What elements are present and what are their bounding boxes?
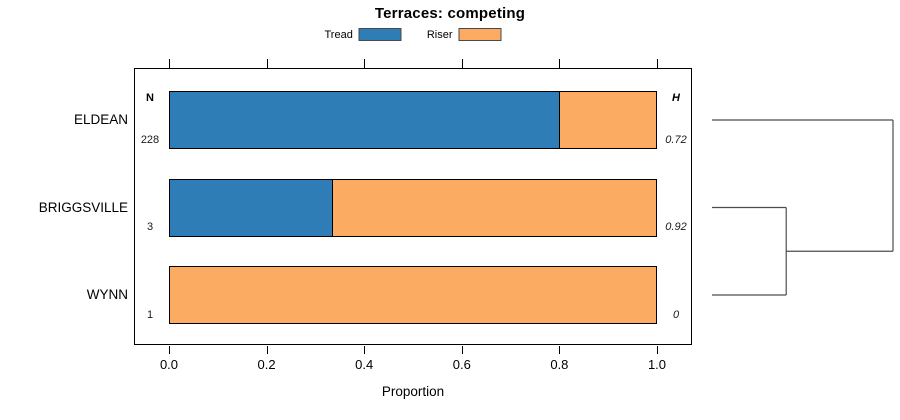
h-column-header: H [672,92,680,104]
n-value-wynn: 1 [146,308,154,321]
x-tick-label: 0.6 [452,357,471,372]
bottom-tick [169,346,170,354]
top-tick [657,59,658,68]
riser-swatch [458,28,502,41]
chart-legend: Tread Riser [325,28,502,41]
legend-label-riser: Riser [426,28,453,41]
plot-area-border [134,68,692,345]
bottom-tick [266,346,268,354]
category-label-eldean: ELDEAN [73,112,128,127]
x-tick-label: 0.0 [159,357,179,372]
top-tick [559,59,561,68]
bottom-tick [461,346,463,354]
bar-segment-tread [170,92,559,148]
bottom-tick [364,346,366,354]
x-axis-label: Proportion [381,384,445,399]
n-column-header: N [146,92,154,104]
legend-item-tread: Tread [325,28,402,41]
x-tick-label: 1.0 [647,357,667,372]
x-tick-label: 0.8 [550,357,569,372]
n-value-eldean: 228 [140,133,160,146]
h-value-wynn: 0 [672,308,680,321]
bar-segment-tread [170,179,332,236]
h-value-eldean: 0.72 [665,133,687,146]
x-tick-label: 0.2 [257,357,276,372]
bar-row-wynn [169,266,657,324]
bottom-tick [559,346,561,354]
category-label-wynn: WYNN [86,287,128,302]
top-tick [169,59,170,68]
bar-segment-riser [558,92,656,148]
legend-label-tread: Tread [324,28,353,41]
top-tick [266,59,268,68]
bar-segment-riser [331,179,656,236]
top-tick [364,59,366,68]
top-tick [461,59,463,68]
legend-item-riser: Riser [427,28,502,41]
chart-title: Terraces: competing [374,5,526,22]
x-tick-label: 0.4 [355,357,374,372]
bar-segment-riser [170,267,656,323]
tread-swatch [358,28,402,41]
bar-row-eldean [169,91,657,149]
bottom-tick [657,346,658,354]
n-value-briggsville: 3 [146,221,154,233]
category-label-briggsville: BRIGGSVILLE [38,199,128,215]
h-value-briggsville: 0.92 [665,221,687,233]
bar-row-briggsville [169,178,657,237]
